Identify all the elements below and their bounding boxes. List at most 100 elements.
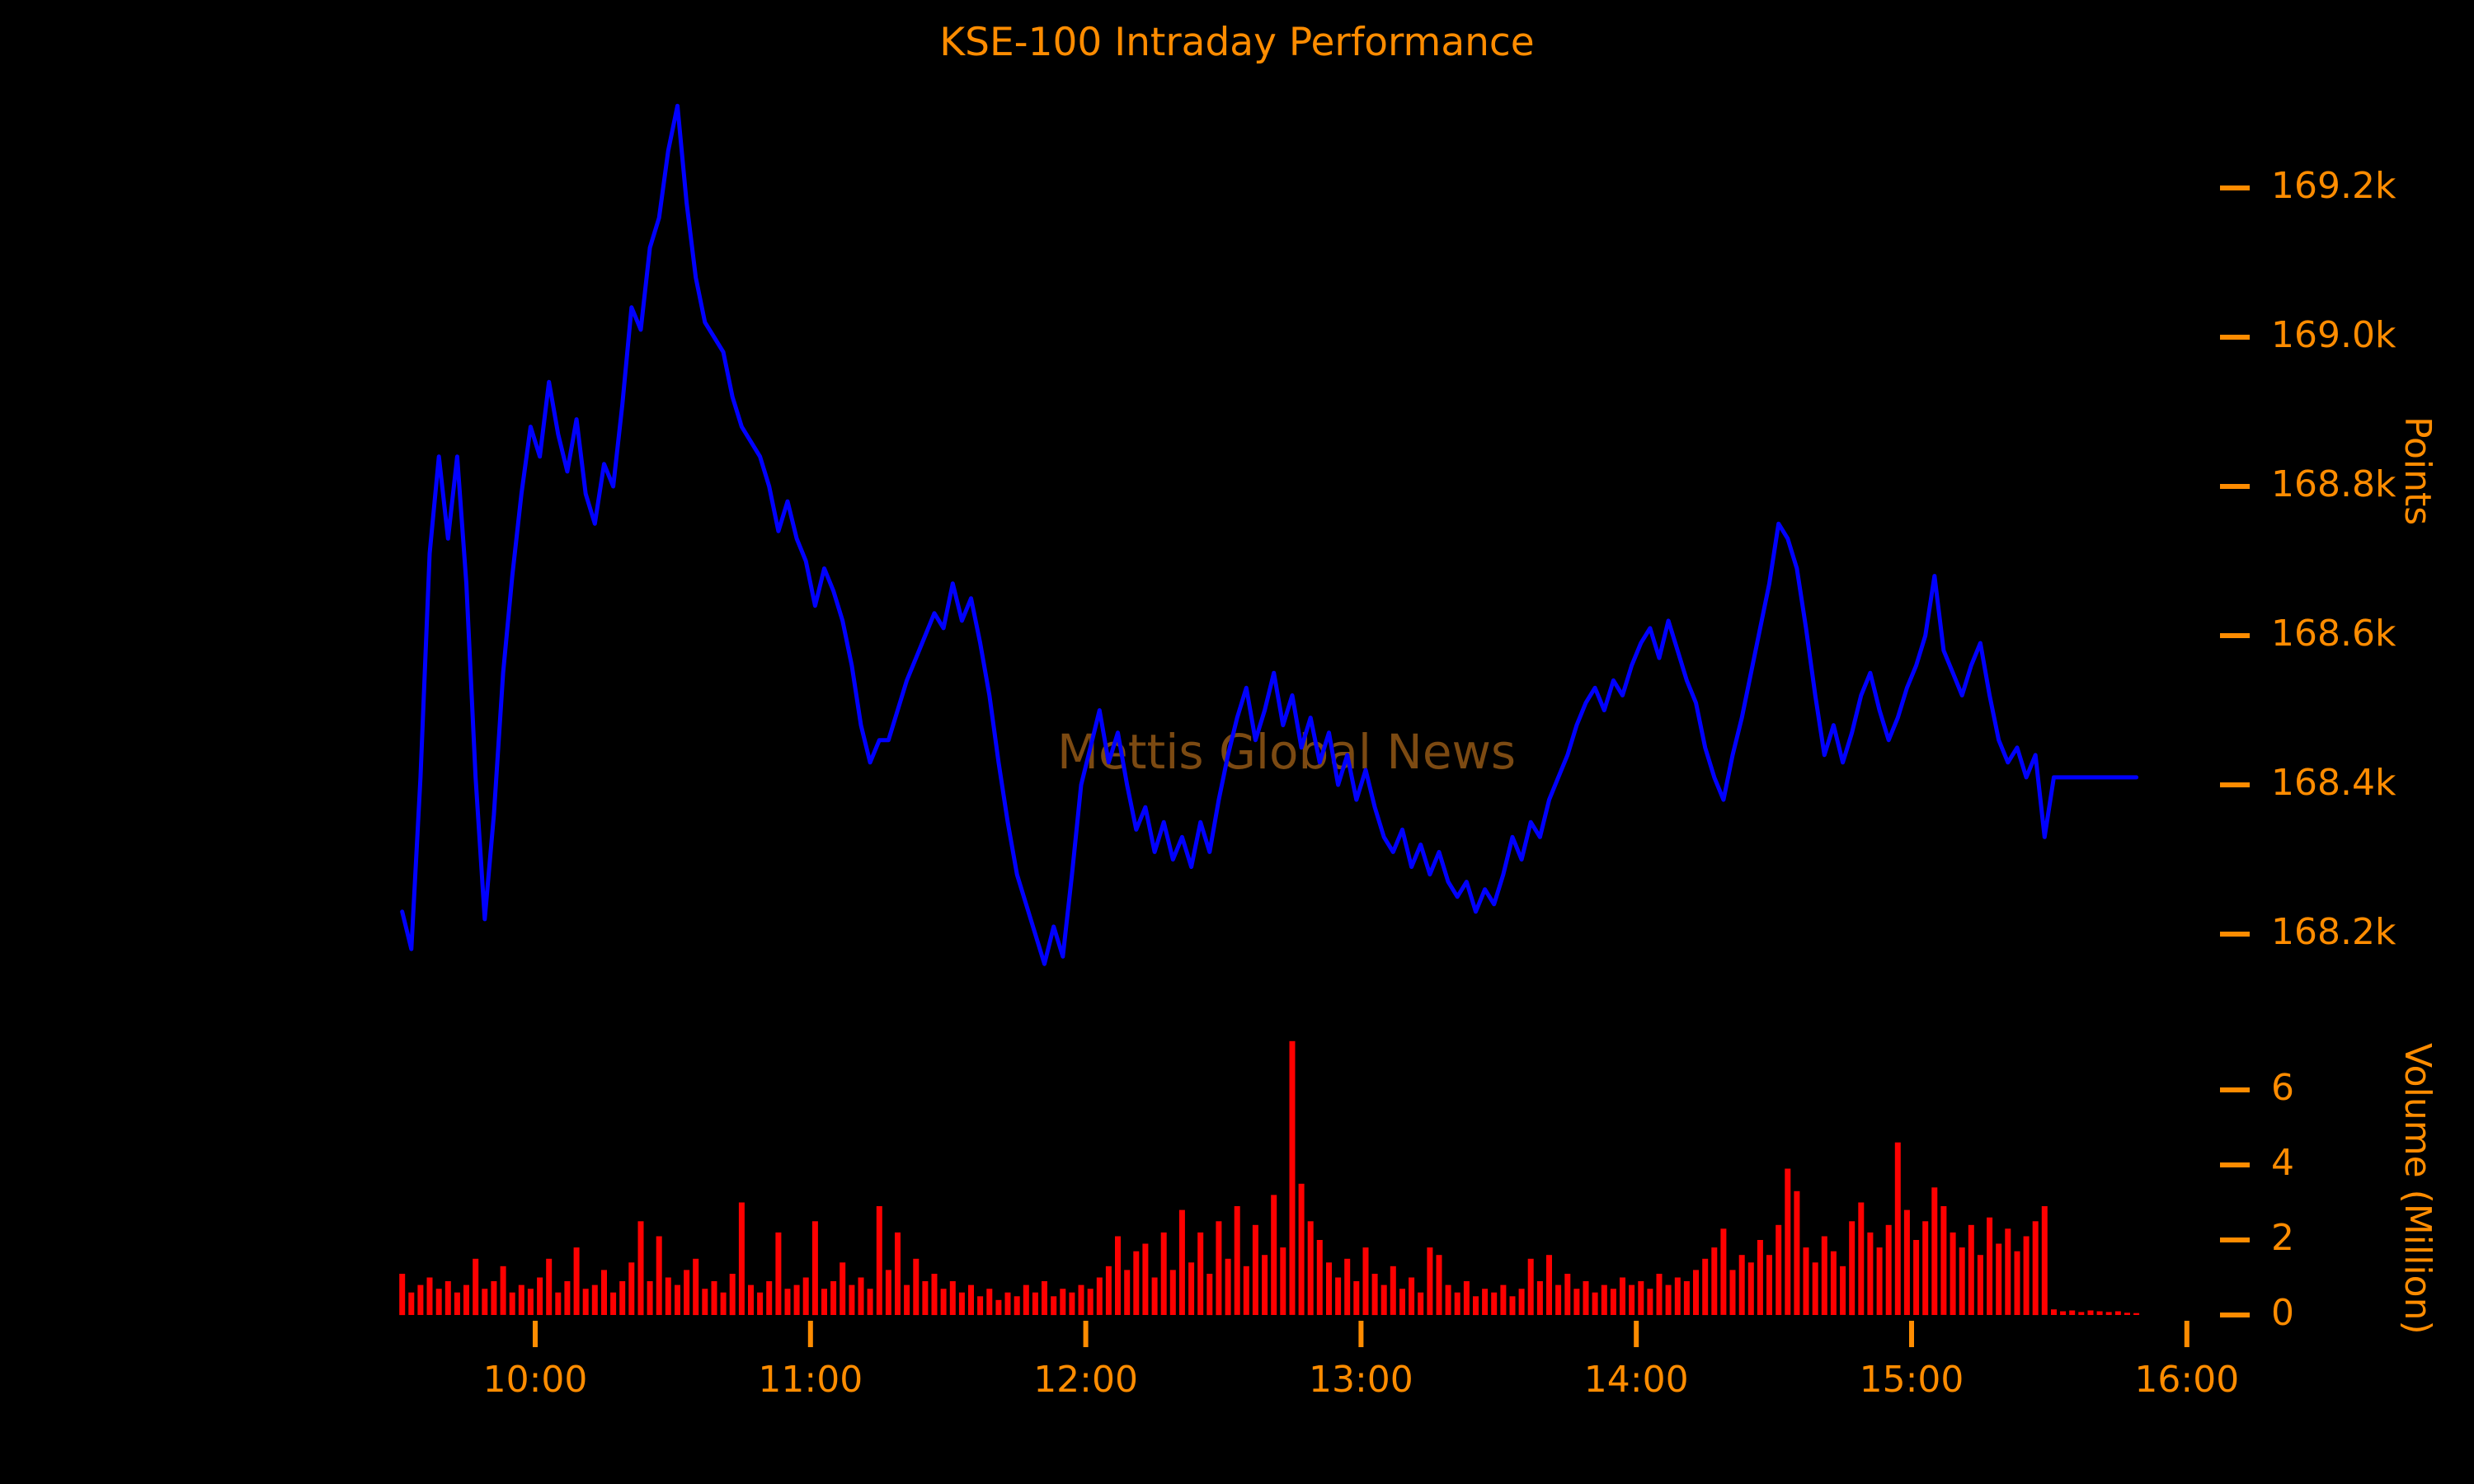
volume-bar <box>1105 1266 1112 1315</box>
volume-bar <box>1042 1281 1047 1315</box>
volume-bar <box>1216 1221 1222 1316</box>
volume-bar <box>986 1289 993 1315</box>
volume-bar <box>1243 1266 1249 1315</box>
volume-bar <box>684 1270 690 1315</box>
volume-bar <box>1445 1284 1451 1315</box>
volume-bar <box>2087 1310 2094 1315</box>
volume-bar <box>1922 1221 1929 1316</box>
volume-bar <box>1014 1296 1020 1316</box>
time-tick-label: 14:00 <box>1583 1359 1689 1401</box>
volume-bar <box>1747 1262 1754 1315</box>
volume-bar <box>811 1221 818 1316</box>
volume-bar <box>793 1284 800 1315</box>
volume-bar <box>491 1281 497 1315</box>
volume-bar <box>2060 1311 2067 1315</box>
volume-bar <box>1647 1289 1653 1315</box>
volume-bar <box>591 1284 598 1315</box>
volume-bar <box>1821 1236 1827 1315</box>
volume-tick-label: 2 <box>2271 1217 2294 1259</box>
volume-bar <box>1674 1277 1681 1315</box>
volume-bar <box>1518 1289 1525 1315</box>
volume-bar <box>1206 1274 1213 1316</box>
volume-bar <box>1729 1270 1736 1315</box>
volume-bar <box>849 1284 855 1315</box>
volume-bar <box>757 1292 764 1315</box>
volume-bar <box>1977 1255 1983 1315</box>
volume-bar <box>408 1292 415 1315</box>
volume-bar <box>1252 1224 1258 1315</box>
volume-bar <box>1536 1281 1543 1315</box>
volume-tick-label: 0 <box>2271 1292 2294 1334</box>
volume-bar <box>1362 1247 1369 1315</box>
volume-bar <box>867 1289 873 1315</box>
volume-bar <box>647 1281 653 1315</box>
volume-bar <box>1409 1277 1415 1315</box>
volume-bar <box>693 1258 699 1316</box>
volume-bar <box>1711 1247 1718 1315</box>
volume-bar <box>1344 1258 1351 1316</box>
volume-bar <box>2051 1309 2057 1315</box>
volume-bar <box>1482 1289 1489 1315</box>
volume-bar <box>1418 1292 1424 1315</box>
volume-bar <box>1142 1243 1149 1315</box>
volume-bar <box>2133 1313 2140 1315</box>
volume-bar <box>858 1277 864 1315</box>
price-line-series <box>400 103 2139 966</box>
volume-bar <box>1693 1270 1699 1315</box>
volume-bar <box>435 1289 442 1315</box>
volume-bar <box>766 1281 773 1315</box>
volume-bar <box>1335 1277 1342 1315</box>
volume-bar <box>2096 1311 2103 1315</box>
volume-bar <box>1023 1284 1029 1315</box>
volume-bar <box>1840 1266 1846 1315</box>
volume-bar <box>1280 1247 1286 1315</box>
volume-bar <box>2124 1313 2130 1315</box>
volume-bar <box>527 1289 534 1315</box>
volume-bar <box>876 1206 882 1315</box>
volume-bar <box>1738 1255 1745 1315</box>
volume-bar <box>1371 1274 1378 1316</box>
volume-bar <box>1427 1247 1433 1315</box>
volume-tick-label: 4 <box>2271 1142 2294 1184</box>
volume-bar <box>1032 1292 1038 1315</box>
volume-bar <box>2114 1311 2121 1315</box>
price-tick-label: 168.6k <box>2271 613 2396 655</box>
volume-bar <box>1390 1266 1396 1315</box>
volume-bar <box>1656 1274 1663 1316</box>
volume-bar <box>1060 1289 1066 1315</box>
volume-bar <box>1234 1206 1240 1315</box>
volume-bar <box>1353 1281 1360 1315</box>
volume-bar <box>1858 1202 1865 1315</box>
volume-bar <box>1399 1289 1405 1315</box>
volume-bar <box>582 1289 589 1315</box>
volume-bar <box>518 1284 524 1315</box>
volume-bar <box>931 1274 938 1316</box>
volume-bar <box>482 1289 488 1315</box>
volume-bar <box>1509 1296 1516 1316</box>
volume-bar <box>904 1284 910 1315</box>
volume-bar <box>1867 1232 1874 1315</box>
volume-bar <box>1702 1258 1709 1316</box>
volume-bar <box>711 1281 717 1315</box>
volume-bar <box>1004 1292 1011 1315</box>
time-tick-label: 10:00 <box>482 1359 588 1401</box>
volume-bar <box>1757 1240 1763 1315</box>
price-tick-label: 169.0k <box>2271 314 2396 356</box>
volume-bar <box>1316 1240 1323 1315</box>
volume-bar <box>454 1292 460 1315</box>
volume-bar <box>509 1292 515 1315</box>
volume-bar <box>1289 1040 1296 1315</box>
volume-bar <box>1812 1262 1818 1315</box>
volume-bar <box>821 1289 827 1315</box>
volume-bar <box>1996 1243 2002 1315</box>
volume-bar <box>1564 1274 1571 1316</box>
volume-bar <box>399 1274 406 1316</box>
volume-bar <box>1307 1221 1314 1316</box>
volume-bar <box>1151 1277 1158 1315</box>
volume-bar <box>610 1292 617 1315</box>
volume-bar <box>656 1236 662 1315</box>
volume-bar <box>720 1292 727 1315</box>
volume-bar <box>840 1262 846 1315</box>
